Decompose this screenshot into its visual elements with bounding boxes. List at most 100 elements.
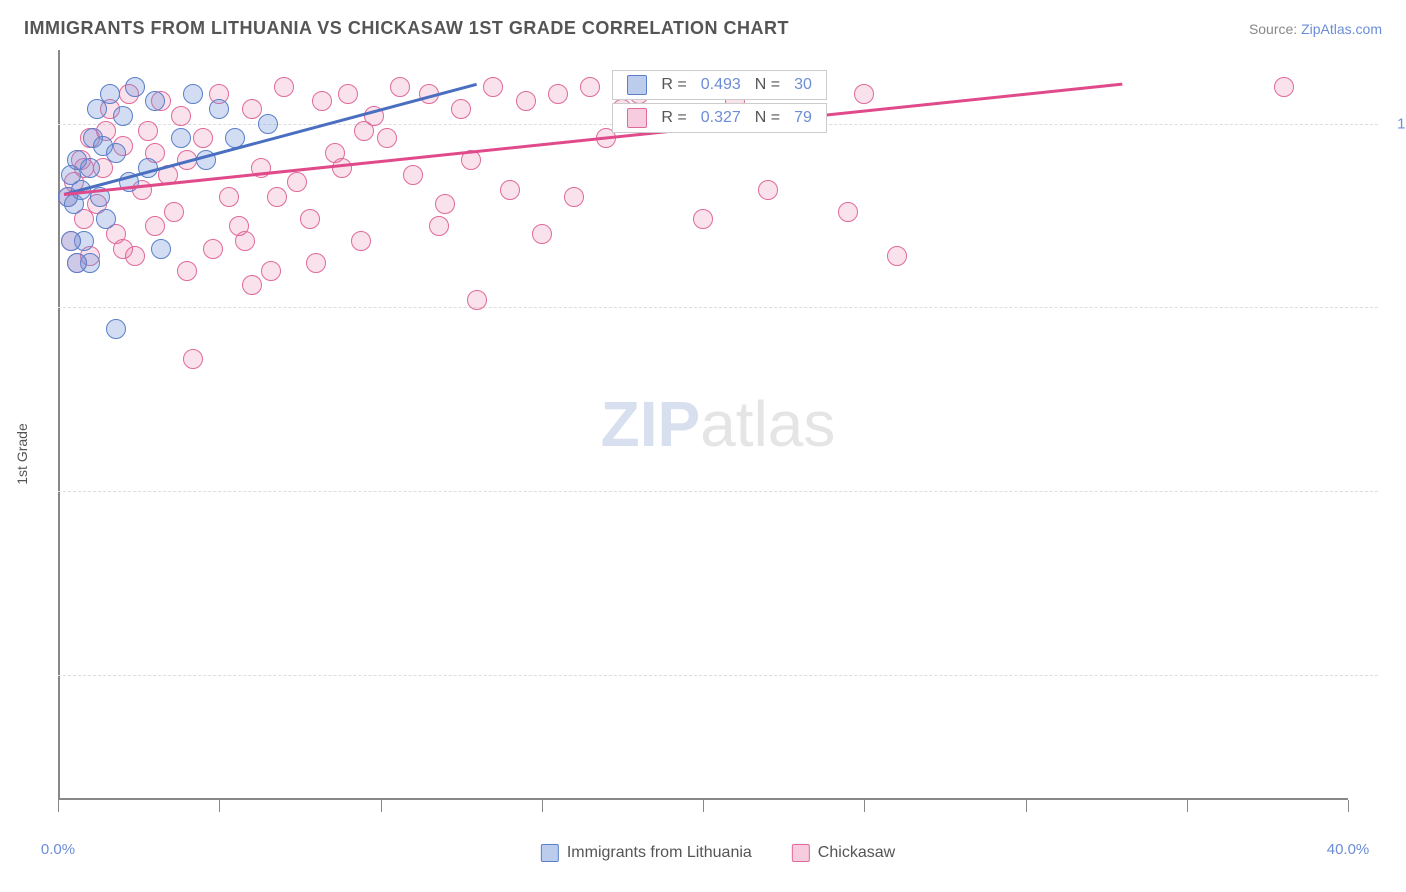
data-point-blue [106,319,126,339]
y-axis-line [58,50,60,800]
data-point-blue [96,209,116,229]
data-point-pink [390,77,410,97]
data-point-pink [377,128,397,148]
data-point-pink [351,231,371,251]
data-point-pink [193,128,213,148]
x-tick [58,800,59,812]
data-point-pink [758,180,778,200]
data-point-pink [145,216,165,236]
data-point-pink [287,172,307,192]
stat-box-blue: R = 0.493 N = 30 [612,70,827,100]
data-point-pink [267,187,287,207]
legend-label-pink: Chickasaw [818,844,895,862]
stat-n-label: N = [755,76,780,94]
gridline-h [58,491,1378,492]
data-point-pink [274,77,294,97]
data-point-pink [113,239,133,259]
plot-region: ZIPatlas 92.5%95.0%97.5%100.0%0.0%40.0%R… [58,50,1378,830]
data-point-blue [113,106,133,126]
data-point-pink [403,165,423,185]
data-point-pink [177,261,197,281]
gridline-h [58,307,1378,308]
data-point-blue [61,231,81,251]
data-point-pink [203,239,223,259]
x-tick-label: 0.0% [41,841,75,858]
stat-r-label: R = [661,76,686,94]
x-tick [381,800,382,812]
x-tick [864,800,865,812]
legend-item-pink: Chickasaw [792,844,895,862]
legend: Immigrants from Lithuania Chickasaw [541,844,895,862]
stat-swatch-blue [627,75,647,95]
data-point-pink [242,275,262,295]
data-point-pink [429,216,449,236]
watermark-zip: ZIP [601,388,701,460]
data-point-pink [451,99,471,119]
data-point-pink [332,158,352,178]
data-point-pink [1274,77,1294,97]
source-attribution: Source: ZipAtlas.com [1249,21,1382,37]
data-point-blue [106,143,126,163]
x-tick [1187,800,1188,812]
watermark: ZIPatlas [601,387,836,461]
x-tick-label: 40.0% [1327,841,1370,858]
data-point-blue [171,128,191,148]
data-point-pink [532,224,552,244]
data-point-blue [209,99,229,119]
stat-n-value: 30 [794,76,812,94]
data-point-blue [67,253,87,273]
stat-n-value: 79 [794,109,812,127]
data-point-pink [164,202,184,222]
data-point-pink [171,106,191,126]
data-point-pink [312,91,332,111]
data-point-blue [80,158,100,178]
data-point-pink [235,231,255,251]
data-point-pink [354,121,374,141]
data-point-pink [548,84,568,104]
data-point-pink [338,84,358,104]
chart-title: IMMIGRANTS FROM LITHUANIA VS CHICKASAW 1… [24,18,789,39]
chart-area: ZIPatlas 92.5%95.0%97.5%100.0%0.0%40.0%R… [58,50,1378,830]
data-point-pink [516,91,536,111]
source-link[interactable]: ZipAtlas.com [1301,21,1382,37]
stat-r-label: R = [661,109,686,127]
legend-swatch-pink [792,844,810,862]
data-point-pink [467,290,487,310]
x-tick [1348,800,1349,812]
data-point-pink [580,77,600,97]
data-point-pink [300,209,320,229]
x-tick [542,800,543,812]
stat-r-value: 0.493 [701,76,741,94]
data-point-pink [564,187,584,207]
stat-swatch-pink [627,108,647,128]
data-point-blue [100,84,120,104]
stat-n-label: N = [755,109,780,127]
gridline-h [58,675,1378,676]
x-tick [703,800,704,812]
data-point-blue [145,91,165,111]
data-point-pink [854,84,874,104]
data-point-pink [435,194,455,214]
stat-box-pink: R =0.327N =79 [612,103,827,133]
x-tick [1026,800,1027,812]
data-point-blue [125,77,145,97]
data-point-pink [483,77,503,97]
y-tick-label: 100.0% [1397,115,1406,132]
data-point-pink [183,349,203,369]
data-point-pink [138,121,158,141]
data-point-pink [693,209,713,229]
data-point-pink [887,246,907,266]
y-axis-label: 1st Grade [14,423,30,484]
data-point-blue [151,239,171,259]
data-point-pink [242,99,262,119]
legend-swatch-blue [541,844,559,862]
data-point-pink [306,253,326,273]
data-point-pink [261,261,281,281]
x-tick [219,800,220,812]
data-point-blue [258,114,278,134]
data-point-blue [183,84,203,104]
data-point-pink [500,180,520,200]
watermark-atlas: atlas [700,388,835,460]
data-point-pink [219,187,239,207]
legend-label-blue: Immigrants from Lithuania [567,844,752,862]
